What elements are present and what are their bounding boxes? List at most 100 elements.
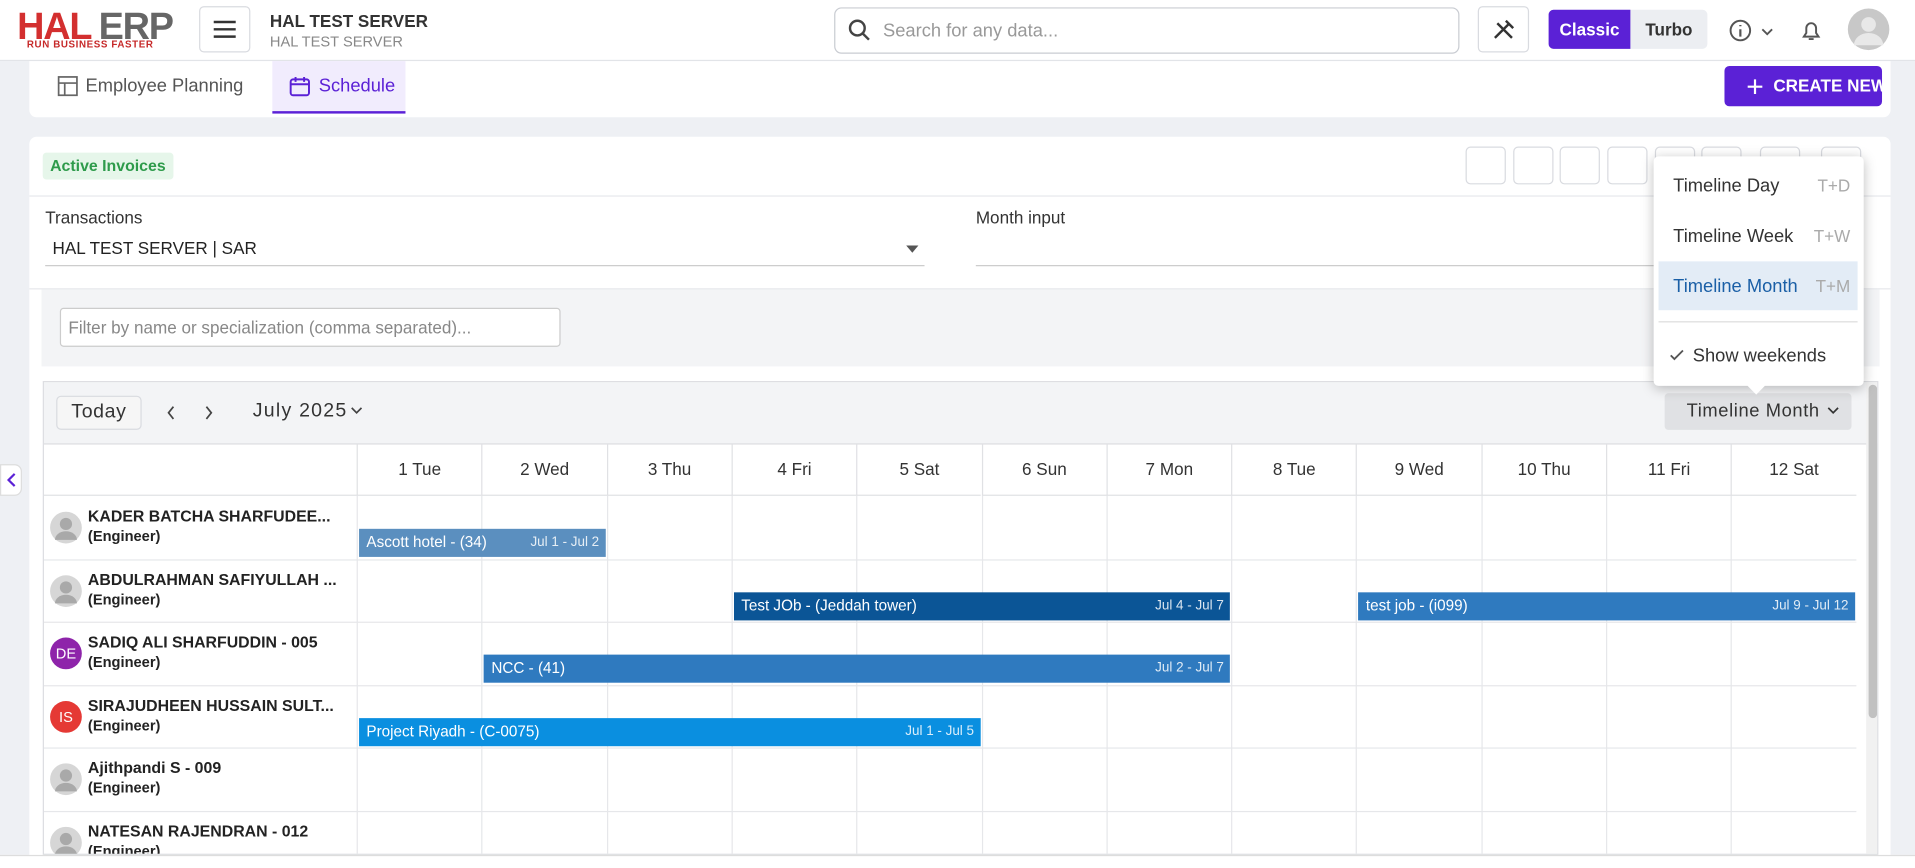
caret: [1827, 407, 1839, 415]
header-corner: [43, 445, 357, 496]
menu-shortcut: T+D: [1817, 175, 1851, 196]
resource-role: (Engineer): [87, 527, 161, 545]
day-column: [1231, 495, 1233, 854]
day-header: 10 Thu: [1481, 444, 1606, 496]
day-header: 7 Mon: [1106, 444, 1232, 496]
transactions-select[interactable]: HAL TEST SERVER | SAR: [45, 232, 925, 267]
create-new-button[interactable]: CREATE NEW: [1724, 65, 1887, 107]
menu-label: Show weekends: [1692, 345, 1827, 367]
event-bar[interactable]: Test JOb - (Jeddah tower) Jul 4 - Jul 7: [733, 591, 1230, 620]
scheduler-toolbar: Today July 2025 Timeline Month: [43, 382, 1878, 445]
event-bar[interactable]: Ascott hotel - (34) Jul 1 - Jul 2: [359, 528, 606, 557]
day-header: 8 Tue: [1231, 444, 1357, 496]
scrollbar-thumb[interactable]: [1868, 384, 1878, 719]
row-line: [43, 558, 1856, 560]
menu-shortcut: T+W: [1813, 225, 1851, 246]
tab-active-bg: [272, 61, 406, 114]
resource-name: SIRAJUDHEEN HUSSAIN SULT...: [87, 695, 334, 714]
menu-item[interactable]: Timeline Day T+D: [1659, 161, 1858, 210]
sidebar-toggle[interactable]: [0, 464, 22, 496]
menu-label: Timeline Week: [1673, 225, 1794, 247]
avatar: DE: [50, 637, 82, 670]
person-icon: [54, 769, 77, 792]
event-title: Test JOb - (Jeddah tower): [741, 596, 917, 614]
field-label: Month input: [975, 207, 1066, 228]
menu-shortcut: T+M: [1815, 276, 1851, 296]
person-icon: [55, 832, 77, 854]
tools-button[interactable]: [1477, 6, 1530, 53]
tool-button[interactable]: [1465, 146, 1506, 185]
classic-toggle[interactable]: Classic: [1548, 9, 1631, 49]
menu-icon: [213, 20, 236, 38]
field-value: HAL TEST SERVER | SAR: [52, 238, 257, 258]
event-bar[interactable]: Project Riyadh - (C-0075) Jul 1 - Jul 5: [359, 717, 981, 746]
resource-role: (Engineer): [87, 653, 161, 671]
search-placeholder: Search for any data...: [882, 20, 1059, 42]
bottom-bar: [0, 854, 1915, 868]
nav-arrows[interactable]: [164, 403, 225, 423]
menu-button[interactable]: [199, 6, 251, 53]
divider: [29, 288, 1891, 290]
avatar: IS: [50, 700, 82, 733]
day-header: 5 Sat: [856, 444, 982, 496]
timeline-grid: 1 Tue 2 Wed 3 Thu 4 Fri 5 Sat 6 Sun 7 Mon 8 Tue…: [43, 444, 1877, 854]
event-title: Project Riyadh - (C-0075): [366, 722, 540, 740]
field-label: Transactions: [45, 207, 143, 228]
period-label[interactable]: July 2025: [252, 400, 348, 422]
day-header: 11 Fri: [1606, 444, 1731, 496]
divider: [29, 195, 1891, 197]
search-box[interactable]: Search for any data...: [834, 7, 1460, 54]
day-column: [1481, 495, 1483, 854]
month-input[interactable]: [975, 232, 1660, 267]
menu-item[interactable]: Show weekends: [1659, 335, 1858, 377]
resource-name: NATESAN RAJENDRAN - 012: [87, 821, 309, 840]
plus-icon: [1747, 79, 1763, 95]
filter-area: Filter by name or specialization (comma …: [41, 289, 1880, 367]
event-bar[interactable]: NCC - (41) Jul 2 - Jul 7: [483, 654, 1230, 683]
row-line: [43, 684, 1856, 686]
day-header: 9 Wed: [1356, 444, 1482, 496]
menu-divider: [1658, 321, 1858, 323]
event-bar[interactable]: test job - (i099) Jul 9 - Jul 12: [1358, 591, 1855, 620]
tool-button[interactable]: [1607, 146, 1648, 185]
menu-label: Timeline Day: [1673, 175, 1780, 197]
create-new-label: CREATE NEW: [1773, 75, 1888, 96]
logo-brand: HAL: [17, 4, 92, 48]
caret: [351, 407, 363, 415]
day-header: 4 Fri: [731, 444, 857, 496]
person-icon: [54, 517, 77, 540]
logo-tagline: RUN BUSINESS FASTER: [26, 39, 154, 51]
filter-input[interactable]: Filter by name or specialization (comma …: [59, 307, 561, 347]
tool-button[interactable]: [1513, 146, 1554, 185]
check-icon: [1670, 349, 1684, 361]
tab-employee-planning[interactable]: Employee Planning: [85, 75, 244, 97]
day-header: 12 Sat: [1730, 444, 1856, 496]
logo[interactable]: HAL ERP: [17, 4, 174, 49]
event-title: test job - (i099): [1365, 596, 1468, 614]
tab-bar: Employee Planning Schedule CREATE NEW: [29, 61, 1891, 118]
event-title: Ascott hotel - (34): [366, 533, 487, 551]
resource-name: ABDULRAHMAN SAFIYULLAH ...: [87, 569, 337, 589]
day-header: 2 Wed: [481, 444, 607, 496]
day-column: [481, 495, 483, 854]
scheduler: Today July 2025 Timeline Month 1 Tue 2 We…: [42, 381, 1879, 855]
day-column: [356, 495, 358, 854]
today-button[interactable]: Today: [56, 395, 142, 430]
user-avatar[interactable]: [1847, 7, 1891, 51]
menu-label: Timeline Month: [1673, 276, 1798, 297]
caret: [906, 245, 919, 253]
menu-item[interactable]: Timeline Month T+M: [1658, 261, 1858, 311]
turbo-toggle[interactable]: Turbo: [1630, 9, 1708, 49]
info-icon[interactable]: [1727, 17, 1778, 46]
resource-name: Ajithpandi S - 009: [87, 758, 222, 777]
day-column: [1730, 495, 1733, 854]
tool-button[interactable]: [1559, 146, 1600, 185]
resource-name: SADIQ ALI SHARFUDDIN - 005: [87, 632, 318, 651]
tab-schedule[interactable]: Schedule: [318, 75, 396, 97]
server-name: HAL TEST SERVER: [269, 10, 428, 31]
bell-icon[interactable]: [1798, 17, 1825, 44]
view-select[interactable]: Timeline Month: [1664, 393, 1852, 430]
menu-item[interactable]: Timeline Week T+W: [1659, 211, 1858, 260]
person-icon: [54, 580, 77, 603]
